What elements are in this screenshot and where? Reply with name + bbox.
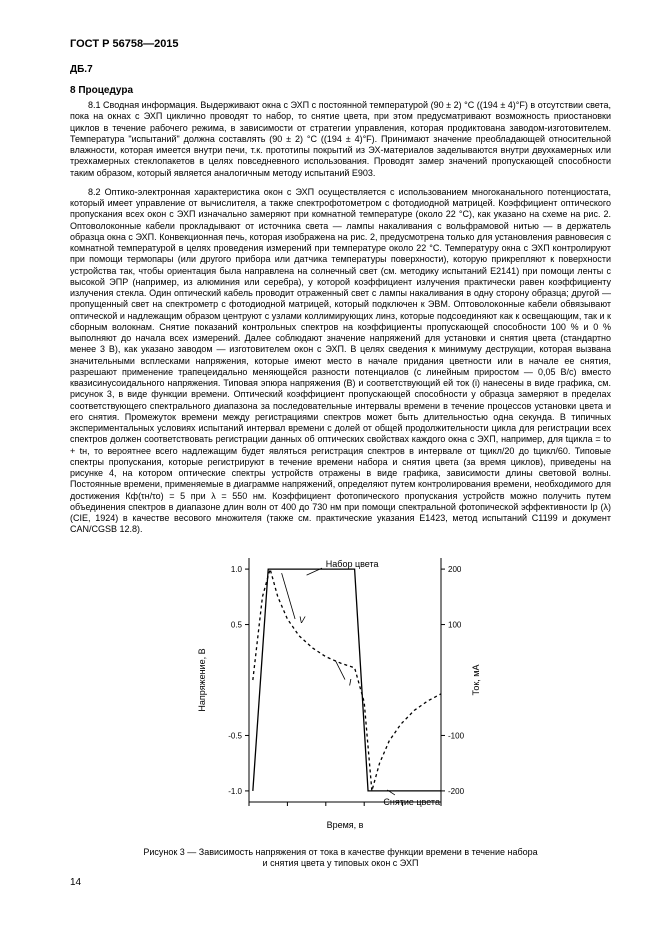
- figure-caption: Рисунок 3 — Зависимость напряжения от то…: [70, 847, 611, 870]
- svg-text:V: V: [298, 615, 305, 625]
- svg-text:100: 100: [448, 620, 462, 629]
- svg-text:1.0: 1.0: [230, 565, 242, 574]
- svg-text:Ток, мА: Ток, мА: [471, 664, 481, 695]
- voltage-current-chart: -1.0 -0.5 0.5 1.0 -200 -100 100 200 Напряжение, …: [191, 546, 491, 836]
- svg-text:-100: -100: [448, 731, 465, 740]
- paragraph-8-1: 8.1 Сводная информация. Выдерживают окна…: [70, 100, 611, 179]
- paragraph-8-2: 8.2 Оптико-электронная характеристика ок…: [70, 187, 611, 536]
- svg-text:200: 200: [448, 565, 462, 574]
- paragraph-8-2-text: 8.2 Оптико-электронная характеристика ок…: [70, 187, 611, 535]
- section-title: 8 Процедура: [70, 85, 611, 96]
- svg-text:Напряжение, В: Напряжение, В: [197, 648, 207, 711]
- svg-text:-200: -200: [448, 786, 465, 795]
- svg-text:0.5: 0.5: [230, 620, 242, 629]
- section-label: ДБ.7: [70, 64, 611, 75]
- svg-text:-0.5: -0.5: [228, 731, 242, 740]
- figure-caption-line2: и снятия цвета у типовых окон с ЭХП: [263, 858, 419, 868]
- svg-text:I: I: [348, 677, 351, 687]
- figure-3: -1.0 -0.5 0.5 1.0 -200 -100 100 200 Напряжение, …: [70, 546, 611, 870]
- svg-text:Набор цвета: Набор цвета: [325, 559, 378, 569]
- paragraph-8-1-text: 8.1 Сводная информация. Выдерживают окна…: [70, 100, 611, 178]
- doc-header: ГОСТ Р 56758—2015: [70, 38, 611, 50]
- svg-text:Снятие цвета: Снятие цвета: [383, 796, 440, 806]
- svg-text:-1.0: -1.0: [228, 786, 242, 795]
- page: ГОСТ Р 56758—2015 ДБ.7 8 Процедура 8.1 С…: [0, 0, 661, 908]
- page-number: 14: [70, 877, 611, 888]
- figure-caption-line1: Рисунок 3 — Зависимость напряжения от то…: [143, 847, 537, 857]
- svg-text:Время, в: Время, в: [326, 820, 363, 830]
